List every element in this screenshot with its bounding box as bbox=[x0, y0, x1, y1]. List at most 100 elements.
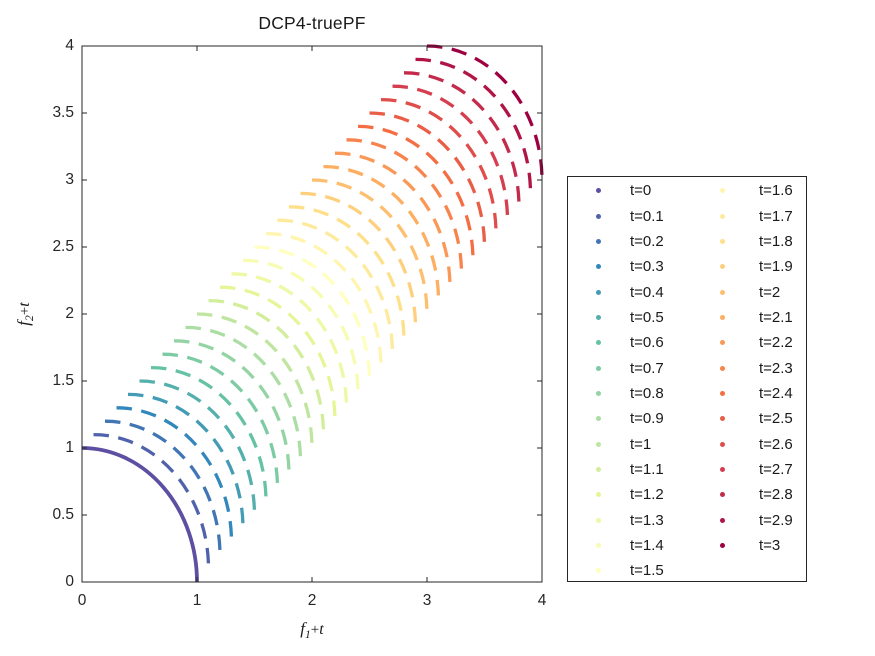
pareto-front-curve-t=1.5 bbox=[254, 245, 372, 382]
legend-item: t=2.3 bbox=[690, 355, 793, 380]
y-tick-label: 0 bbox=[65, 573, 74, 590]
legend-item: t=1 bbox=[580, 431, 664, 456]
legend-marker-icon bbox=[596, 314, 601, 320]
pareto-front-curve-t=1.9 bbox=[300, 191, 418, 328]
legend-item-label: t=0.5 bbox=[630, 308, 664, 326]
legend-item-label: t=3 bbox=[759, 536, 781, 554]
legend-item-label: t=0 bbox=[630, 182, 652, 200]
legend-item: t=1.7 bbox=[690, 203, 793, 228]
legend-marker-icon bbox=[720, 466, 725, 472]
legend-marker-icon bbox=[720, 365, 725, 371]
legend-marker-icon bbox=[596, 416, 601, 422]
legend-item-label: t=1.8 bbox=[759, 232, 793, 250]
y-axis-label-var: t bbox=[16, 302, 33, 307]
pareto-front-curve-t=0.1 bbox=[93, 432, 211, 569]
x-tick-label: 1 bbox=[192, 592, 202, 609]
legend-item: t=0.1 bbox=[580, 203, 664, 228]
legend-item-label: t=1.7 bbox=[759, 207, 793, 225]
legend-marker-icon bbox=[720, 213, 725, 219]
legend-marker-icon bbox=[720, 314, 725, 320]
legend-item: t=0.7 bbox=[580, 355, 664, 380]
legend-item-label: t=1.4 bbox=[630, 536, 664, 554]
x-tick-label: 0 bbox=[77, 592, 87, 609]
legend-item: t=2.1 bbox=[690, 305, 793, 330]
legend-item-label: t=0.4 bbox=[630, 283, 664, 301]
legend: t=0 t=0.1 t=0.2 t=0.3 t=0.4 t=0.5 t=0.6 t=0.7 t=… bbox=[567, 176, 807, 582]
legend-item: t=0.3 bbox=[580, 254, 664, 279]
legend-item: t=0 bbox=[580, 178, 664, 203]
x-axis-label-plus: + bbox=[310, 622, 320, 638]
y-tick-label: 1.5 bbox=[52, 372, 74, 389]
legend-item: t=2.8 bbox=[690, 482, 793, 507]
legend-item: t=2.2 bbox=[690, 330, 793, 355]
pareto-front-curve-t=2.6 bbox=[380, 97, 498, 234]
legend-item-label: t=2.5 bbox=[759, 410, 793, 428]
pareto-front-curve-t=0.7 bbox=[162, 352, 280, 489]
y-tick-label: 2.5 bbox=[52, 238, 74, 255]
legend-marker-icon bbox=[720, 441, 725, 447]
pareto-front-curve-t=3 bbox=[426, 44, 544, 181]
pareto-front-curve-t=1 bbox=[196, 312, 314, 449]
pareto-front-curve-t=1.7 bbox=[277, 218, 395, 355]
legend-item: t=0.9 bbox=[580, 406, 664, 431]
y-axis-label-base: f bbox=[14, 320, 33, 326]
legend-item: t=2 bbox=[690, 279, 793, 304]
pareto-front-curve-t=0.6 bbox=[150, 365, 268, 502]
legend-item: t=0.5 bbox=[580, 305, 664, 330]
legend-item: t=2.5 bbox=[690, 406, 793, 431]
legend-marker-icon bbox=[720, 188, 725, 194]
legend-item-label: t=1.2 bbox=[630, 486, 664, 504]
legend-item: t=1.9 bbox=[690, 254, 793, 279]
legend-item: t=0.2 bbox=[580, 229, 664, 254]
legend-column-1: t=0 t=0.1 t=0.2 t=0.3 t=0.4 t=0.5 t=0.6 t=0.7 t=… bbox=[580, 178, 664, 584]
y-axis-label: f2+t bbox=[14, 302, 36, 325]
legend-marker-icon bbox=[596, 568, 601, 574]
legend-item: t=1.1 bbox=[580, 457, 664, 482]
pareto-front-curve-t=2.4 bbox=[357, 124, 475, 261]
x-axis-label-base: f bbox=[300, 619, 306, 638]
legend-marker-icon bbox=[720, 492, 725, 498]
legend-marker-icon bbox=[596, 441, 601, 447]
legend-marker-icon bbox=[596, 213, 601, 219]
pareto-front-curve-t=0.9 bbox=[185, 325, 303, 462]
pareto-front-curve-t=2.8 bbox=[403, 71, 521, 207]
legend-marker-icon bbox=[596, 466, 601, 472]
pareto-front-curve-t=0.8 bbox=[173, 339, 291, 475]
legend-marker-icon bbox=[596, 264, 601, 270]
legend-item-label: t=2.6 bbox=[759, 435, 793, 453]
pareto-front-curve-t=1.4 bbox=[242, 258, 360, 395]
x-axis-label: f1+t bbox=[82, 619, 542, 641]
legend-marker-icon bbox=[720, 264, 725, 270]
legend-marker-icon bbox=[596, 365, 601, 371]
pareto-front-curve-t=1.3 bbox=[231, 272, 349, 408]
legend-item: t=2.4 bbox=[690, 381, 793, 406]
legend-marker-icon bbox=[720, 416, 725, 422]
pareto-front-curve-t=0.4 bbox=[127, 392, 245, 529]
legend-item-label: t=1.1 bbox=[630, 460, 664, 478]
x-tick-label: 4 bbox=[537, 592, 547, 609]
legend-item-label: t=2.2 bbox=[759, 334, 793, 352]
legend-item: t=0.4 bbox=[580, 279, 664, 304]
legend-item-label: t=0.2 bbox=[630, 232, 664, 250]
y-axis-label-plus: + bbox=[17, 306, 33, 316]
legend-item: t=1.6 bbox=[690, 178, 793, 203]
legend-item-label: t=1.9 bbox=[759, 258, 793, 276]
legend-item: t=1.3 bbox=[580, 507, 664, 532]
y-tick-label: 3 bbox=[65, 171, 74, 188]
legend-item-label: t=2.9 bbox=[759, 511, 793, 529]
pareto-front-curve-t=2 bbox=[311, 178, 429, 315]
legend-item: t=1.4 bbox=[580, 533, 664, 558]
legend-item: t=1.5 bbox=[580, 558, 664, 583]
pareto-front-curve-t=0.3 bbox=[116, 406, 234, 542]
legend-marker-icon bbox=[596, 542, 601, 548]
legend-item-label: t=2.7 bbox=[759, 460, 793, 478]
x-tick-label: 3 bbox=[422, 592, 432, 609]
pareto-front-curve-t=1.1 bbox=[208, 298, 326, 435]
y-tick-label: 2 bbox=[65, 305, 74, 322]
pareto-front-curve-t=2.1 bbox=[323, 164, 441, 301]
y-axis-label-subscript: 2 bbox=[24, 315, 36, 321]
pareto-front-curve-t=1.2 bbox=[219, 285, 337, 422]
legend-marker-icon bbox=[596, 188, 601, 194]
pareto-front-curve-t=1.8 bbox=[288, 205, 406, 341]
